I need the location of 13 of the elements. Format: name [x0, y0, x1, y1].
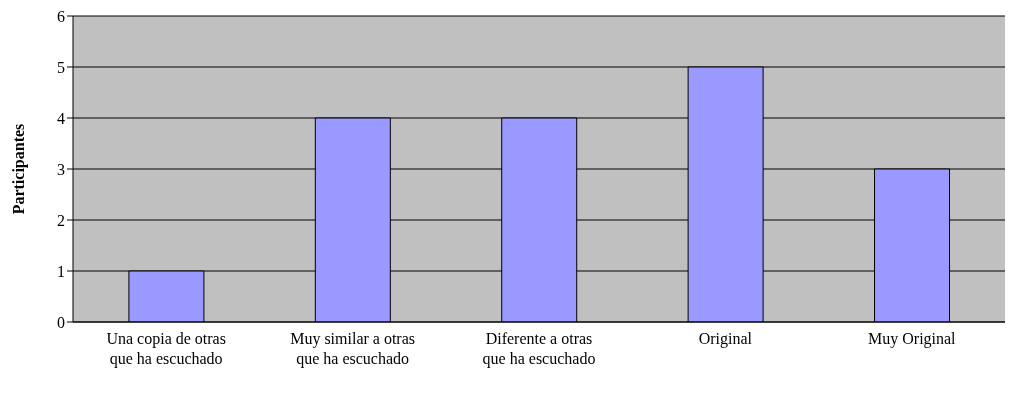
y-tick-label: 0 — [57, 313, 65, 331]
x-tick-label: Original — [698, 330, 753, 348]
y-tick-label: 2 — [57, 211, 65, 229]
y-tick-label: 5 — [57, 58, 65, 76]
y-axis-title: Participantes — [9, 123, 28, 215]
y-tick-label: 6 — [57, 7, 65, 25]
y-tick-label: 1 — [57, 262, 65, 280]
x-tick-label: Una copia de otras que ha escuchado — [106, 330, 226, 368]
x-tick-label: Muy Original — [868, 330, 957, 348]
y-tick-label: 4 — [57, 109, 65, 127]
x-tick-label: Muy similar a otras que ha escuchado — [290, 330, 416, 368]
y-tick-label: 3 — [57, 160, 65, 178]
x-tick-label: Diferente a otras que ha escuchado — [482, 330, 596, 368]
